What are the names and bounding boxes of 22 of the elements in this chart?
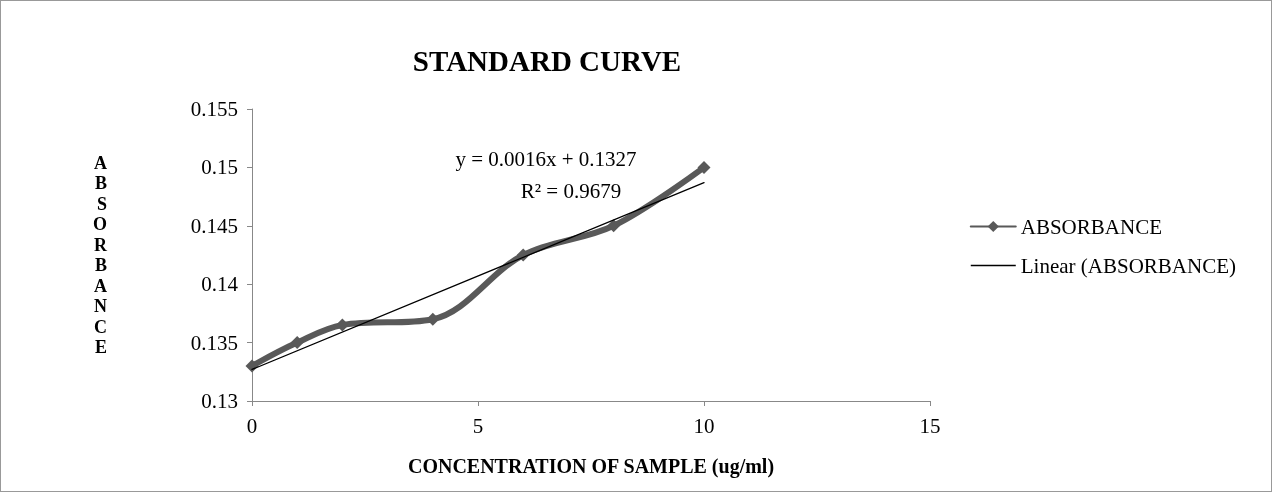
point <box>335 318 349 332</box>
y-tick-label: 0.135 <box>190 330 238 355</box>
y-tick-label: 0.14 <box>201 272 239 297</box>
point <box>607 219 621 233</box>
x-tick-label: 15 <box>919 413 941 438</box>
x-tick-label: 0 <box>246 413 258 438</box>
legend-label: ABSORBANCE <box>1020 214 1162 239</box>
x-tick-label: 10 <box>693 413 715 438</box>
text: ABSORBANCE <box>92 152 107 358</box>
x-axis-title: CONCENTRATION OF SAMPLE (ug/ml) <box>407 455 775 478</box>
chart-title: STANDARD CURVE <box>412 44 682 77</box>
y-tick-label: 0.15 <box>201 155 238 180</box>
y-tick-label: 0.145 <box>190 213 238 238</box>
point <box>697 160 711 174</box>
y-tick-label: 0.13 <box>201 389 238 413</box>
legend-label: Linear (ABSORBANCE) <box>1020 253 1237 278</box>
x-tick-label: 5 <box>472 413 484 438</box>
point <box>426 312 440 326</box>
annotation: R² = 0.9679 <box>520 179 622 203</box>
annotation: y = 0.0016x + 0.1327 <box>455 147 637 171</box>
y-tick-label: 0.155 <box>190 97 238 121</box>
point <box>290 336 304 350</box>
